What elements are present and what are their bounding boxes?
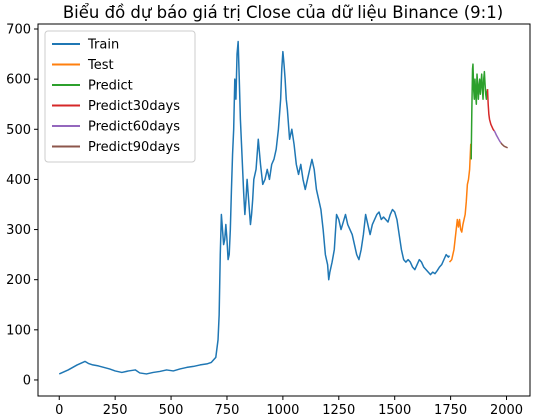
y-tick-label: 0 <box>23 373 31 388</box>
series-line-predict90days <box>500 142 508 149</box>
plot-frame <box>37 23 531 397</box>
y-tick-label: 700 <box>6 23 31 38</box>
y-axis: 0 100 200 300 400 500 600 700 <box>6 23 38 388</box>
legend-box <box>44 30 196 163</box>
x-tick-label: 1500 <box>378 403 411 418</box>
series-line-predict60days <box>493 130 502 144</box>
legend-label-predict90days: Predict90days <box>88 140 180 155</box>
legend-label-train: Train <box>87 38 119 53</box>
legend-label-predict: Predict <box>88 79 133 94</box>
legend-label-predict30days: Predict30days <box>88 99 180 114</box>
series-line-train <box>58 40 451 375</box>
x-tick-label: 750 <box>215 403 240 418</box>
legend-label-test: Test <box>87 58 114 73</box>
x-tick-label: 2000 <box>490 403 523 418</box>
series-line-predict30days <box>486 89 495 132</box>
y-tick-label: 600 <box>6 73 31 88</box>
series-line-predict <box>470 63 489 160</box>
x-tick-label: 250 <box>103 403 128 418</box>
series-line-test <box>448 143 472 263</box>
plot-lines <box>58 40 508 375</box>
y-tick-label: 500 <box>6 123 31 138</box>
legend: Train Test Predict Predict30days Predict60da… <box>44 30 196 163</box>
chart-title: Biểu đồ dự báo giá trị Close của dữ liệu… <box>63 3 503 22</box>
x-tick-label: 1250 <box>322 403 355 418</box>
x-tick-label: 0 <box>55 403 63 418</box>
y-tick-label: 300 <box>6 223 31 238</box>
y-tick-label: 200 <box>6 273 31 288</box>
x-tick-label: 1750 <box>434 403 467 418</box>
x-tick-label: 500 <box>159 403 184 418</box>
y-tick-label: 400 <box>6 173 31 188</box>
x-axis: 0 250 500 750 1000 1250 1500 1750 2000 <box>55 396 523 418</box>
y-tick-label: 100 <box>6 323 31 338</box>
legend-label-predict60days: Predict60days <box>88 120 180 135</box>
x-tick-label: 1000 <box>266 403 299 418</box>
